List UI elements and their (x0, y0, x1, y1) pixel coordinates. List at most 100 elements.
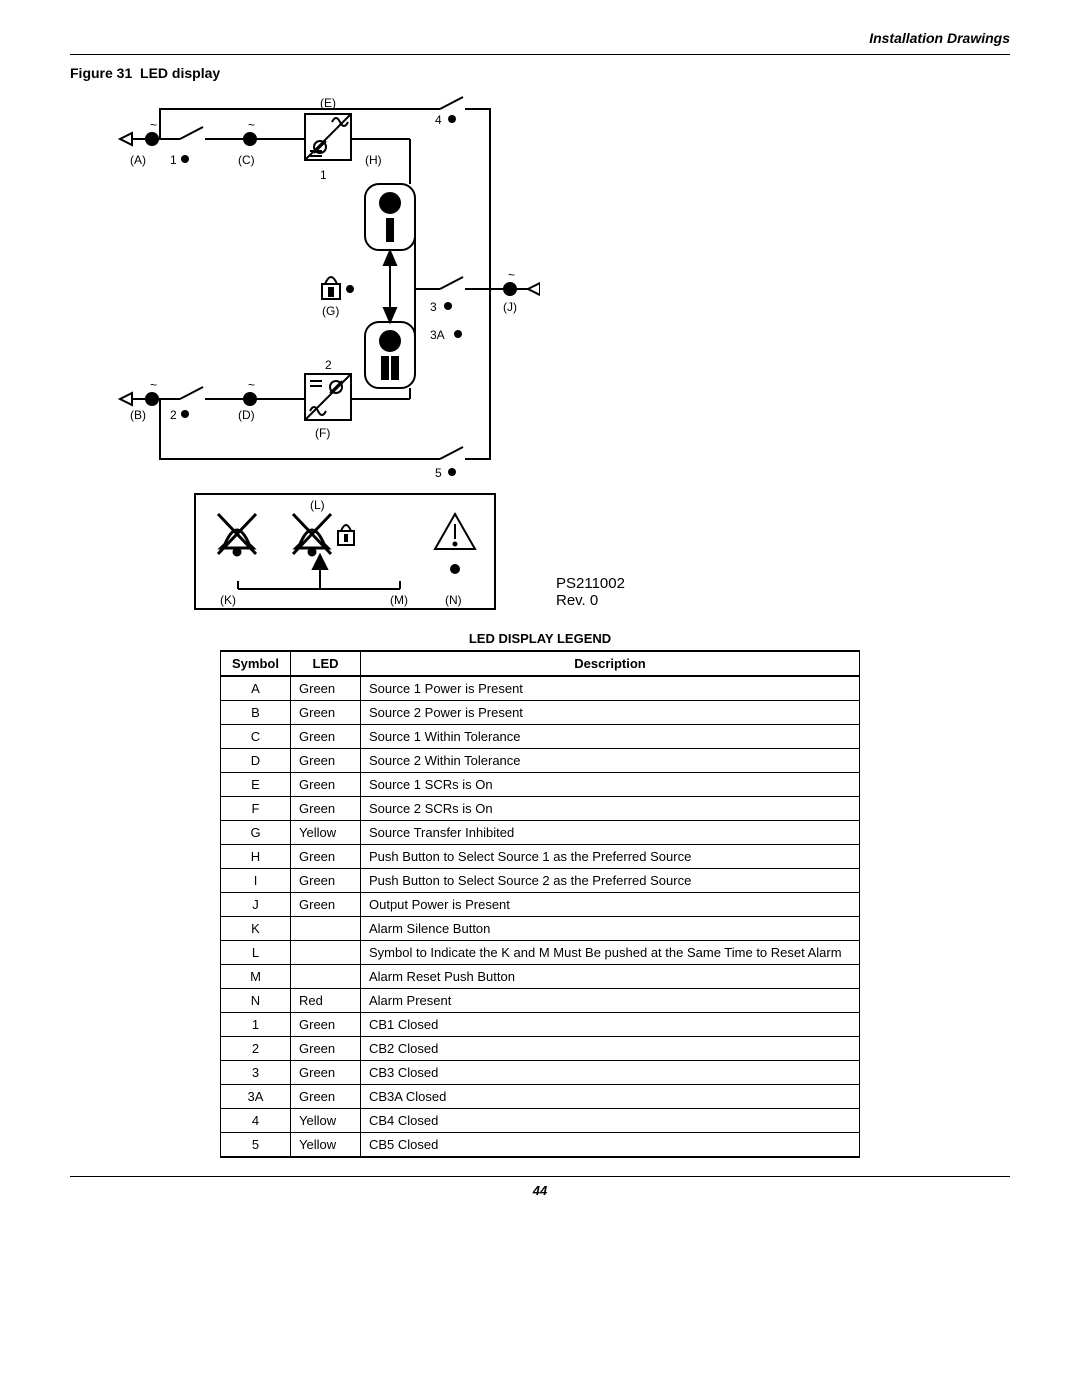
cell-desc: Source 2 SCRs is On (361, 797, 860, 821)
label-5: 5 (435, 466, 442, 480)
label-1: 1 (170, 153, 177, 167)
table-row: EGreenSource 1 SCRs is On (221, 773, 860, 797)
cell-symbol: 2 (221, 1037, 291, 1061)
cell-led: Green (291, 869, 361, 893)
table-row: MAlarm Reset Push Button (221, 965, 860, 989)
cell-symbol: F (221, 797, 291, 821)
table-row: GYellowSource Transfer Inhibited (221, 821, 860, 845)
cell-symbol: K (221, 917, 291, 941)
table-row: 5YellowCB5 Closed (221, 1133, 860, 1158)
cell-desc: Push Button to Select Source 1 as the Pr… (361, 845, 860, 869)
col-symbol: Symbol (221, 651, 291, 676)
cell-symbol: M (221, 965, 291, 989)
table-row: 1GreenCB1 Closed (221, 1013, 860, 1037)
table-row: FGreenSource 2 SCRs is On (221, 797, 860, 821)
cell-symbol: C (221, 725, 291, 749)
label-A: (A) (130, 153, 146, 167)
cell-led: Green (291, 1085, 361, 1109)
label-tilde-d: ~ (248, 378, 255, 392)
legend-title: LED DISPLAY LEGEND (70, 631, 1010, 646)
cell-symbol: N (221, 989, 291, 1013)
figure-label: Figure 31 (70, 65, 132, 81)
cell-desc: Push Button to Select Source 2 as the Pr… (361, 869, 860, 893)
cell-desc: CB2 Closed (361, 1037, 860, 1061)
cell-led: Green (291, 749, 361, 773)
label-F: (F) (315, 426, 330, 440)
label-2: 2 (170, 408, 177, 422)
cell-led: Yellow (291, 821, 361, 845)
label-tilde-a: ~ (150, 118, 157, 132)
cell-led: Yellow (291, 1133, 361, 1158)
cell-desc: Source 2 Power is Present (361, 701, 860, 725)
cell-symbol: J (221, 893, 291, 917)
cell-led: Green (291, 676, 361, 701)
label-tilde-b: ~ (150, 378, 157, 392)
cell-desc: Source 1 Within Tolerance (361, 725, 860, 749)
dot-3A (454, 330, 462, 338)
table-row: 3GreenCB3 Closed (221, 1061, 860, 1085)
cell-symbol: G (221, 821, 291, 845)
cell-symbol: L (221, 941, 291, 965)
cell-led: Green (291, 701, 361, 725)
cell-symbol: A (221, 676, 291, 701)
footer-rule (70, 1176, 1010, 1177)
cell-led: Yellow (291, 1109, 361, 1133)
label-4: 4 (435, 113, 442, 127)
cell-led: Green (291, 1013, 361, 1037)
figure-title: Figure 31 LED display (70, 65, 1010, 81)
label-K: (K) (220, 593, 236, 607)
cell-desc: Symbol to Indicate the K and M Must Be p… (361, 941, 860, 965)
cell-led (291, 917, 361, 941)
label-B: (B) (130, 408, 146, 422)
label-C: (C) (238, 153, 255, 167)
cell-led: Green (291, 845, 361, 869)
label-E: (E) (320, 96, 336, 110)
dot-N (450, 564, 460, 574)
part-rev: Rev. 0 (556, 592, 625, 609)
cell-led: Green (291, 797, 361, 821)
page-number: 44 (70, 1183, 1010, 1198)
cell-symbol: I (221, 869, 291, 893)
table-row: L Symbol to Indicate the K and M Must Be … (221, 941, 860, 965)
dot-2 (181, 410, 189, 418)
cell-led: Green (291, 1061, 361, 1085)
cell-symbol: 1 (221, 1013, 291, 1037)
label-M: (M) (390, 593, 408, 607)
led-diagram: ~ ~ (A) 1 (C) (E) (H) 1 4 (110, 89, 540, 619)
label-3: 3 (430, 300, 437, 314)
table-row: IGreenPush Button to Select Source 2 as … (221, 869, 860, 893)
label-1b: 1 (320, 168, 327, 182)
cell-desc: CB3A Closed (361, 1085, 860, 1109)
part-number: PS211002 (556, 575, 625, 592)
cell-symbol: E (221, 773, 291, 797)
header-rule (70, 54, 1010, 55)
table-row: AGreenSource 1 Power is Present (221, 676, 860, 701)
table-row: 2GreenCB2 Closed (221, 1037, 860, 1061)
label-tilde-c: ~ (248, 118, 255, 132)
alarm-silence-icon (218, 514, 256, 555)
figure-name: LED display (140, 65, 220, 81)
cell-symbol: 4 (221, 1109, 291, 1133)
cell-desc: CB1 Closed (361, 1013, 860, 1037)
dot-G (346, 285, 354, 293)
label-G: (G) (322, 304, 339, 318)
cell-desc: CB5 Closed (361, 1133, 860, 1158)
cell-led (291, 941, 361, 965)
cell-desc: Source 1 SCRs is On (361, 773, 860, 797)
legend-table: Symbol LED Description AGreenSource 1 Po… (220, 650, 860, 1158)
table-row: DGreenSource 2 Within Tolerance (221, 749, 860, 773)
label-J: (J) (503, 300, 517, 314)
cell-led (291, 965, 361, 989)
header-section: Installation Drawings (70, 30, 1010, 50)
table-row: CGreenSource 1 Within Tolerance (221, 725, 860, 749)
alarm-reset-icon (293, 514, 354, 555)
cell-led: Green (291, 773, 361, 797)
dot-3 (444, 302, 452, 310)
cell-led: Green (291, 725, 361, 749)
col-led: LED (291, 651, 361, 676)
cell-symbol: 5 (221, 1133, 291, 1158)
dot-1 (181, 155, 189, 163)
warning-icon (435, 514, 475, 549)
table-row: HGreenPush Button to Select Source 1 as … (221, 845, 860, 869)
cell-symbol: B (221, 701, 291, 725)
